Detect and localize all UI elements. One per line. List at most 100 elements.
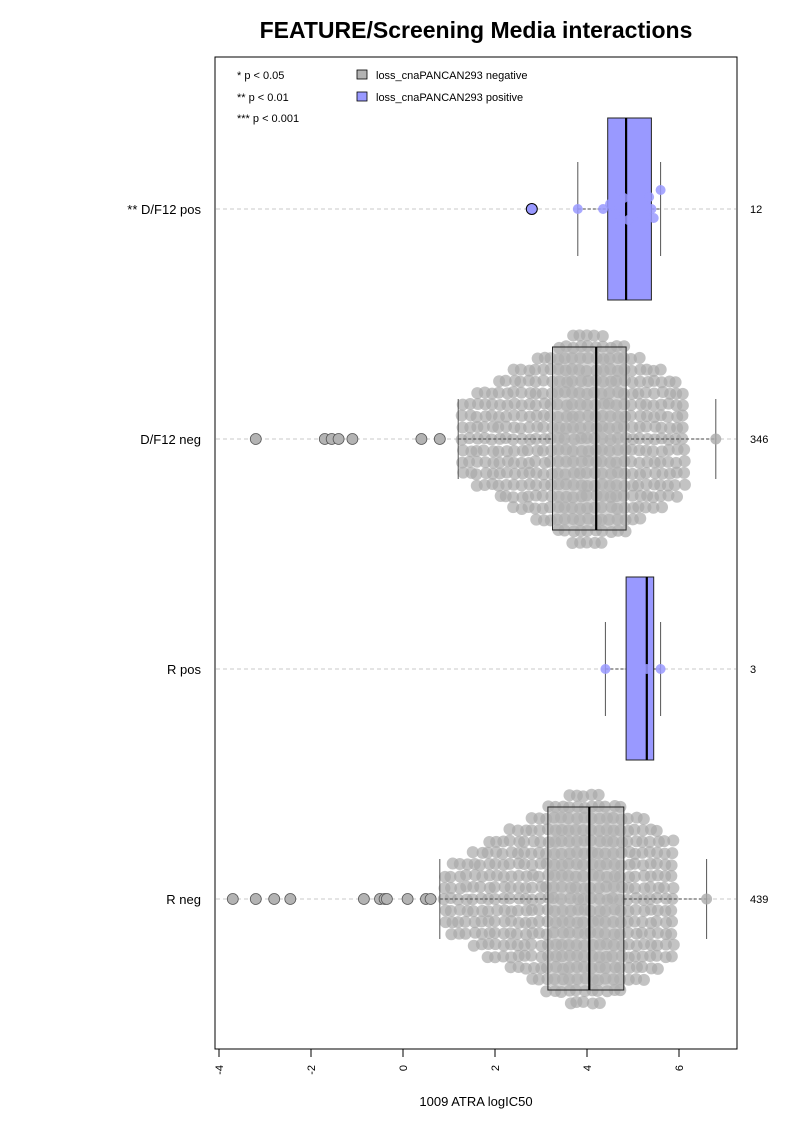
group-label: D/F12 neg [140,432,201,447]
legend-swatch-negative [356,69,368,80]
swarm-point [474,880,487,893]
swarm-point [669,376,682,389]
swarm-point [676,399,689,412]
group-label: R pos [167,662,201,677]
swarm-point [511,824,524,837]
swarm-point [445,882,458,895]
swarm-point [525,938,538,951]
swarm-point [536,489,549,502]
group-labels: ** D/F12 pos 12 D/F12 neg 346 R pos 3 R neg 439 [127,202,768,907]
chart-title: FEATURE/Screening Media interactions [260,17,693,43]
swarm-point [510,928,523,941]
swarm-point [470,468,483,481]
swarm-point [655,421,668,434]
swarm-point [488,881,501,894]
swarm-point [507,491,520,504]
group-count: 12 [750,204,762,216]
swarm-point [532,870,545,883]
sig-legend-2: ** p < 0.01 [237,92,289,104]
x-axis-label: 1009 ATRA logIC50 [419,1094,532,1109]
swarm-point [503,834,516,847]
swarm-point [658,835,671,848]
swarm-point [621,812,634,825]
swarm-point [654,363,667,376]
data-point [655,664,666,674]
swarm-point [650,915,663,928]
swarm-point [629,903,642,916]
swarm-point [666,847,679,860]
data-point [572,204,583,214]
group-count: 3 [750,664,756,676]
outlier-point [332,433,345,445]
swarm-point [473,859,486,872]
swarm-point [466,846,479,859]
group-label: R neg [166,892,201,907]
swarm-point [496,847,509,860]
data-points [226,185,722,905]
swarm-point [518,835,531,848]
swarm-point [651,962,664,975]
swarm-point [666,915,679,928]
swarm-point [646,445,659,458]
max-point [701,893,713,905]
swarm-point [481,846,494,859]
swarm-point [532,903,545,916]
x-tick-label: 2 [490,1065,502,1071]
swarm-point [521,444,534,457]
swarm-point [662,443,675,456]
swarm-point [658,881,671,894]
swarm-point [665,869,678,882]
outlier-point [346,433,359,445]
swarm-point [444,870,457,883]
swarm-point [625,364,638,377]
swarm-point [678,466,691,479]
x-tick-label: 4 [582,1065,594,1071]
box-iqr [552,346,627,531]
swarm-point [533,915,546,928]
box-iqr [625,576,655,761]
swarm-point [451,893,464,906]
swarm-point [640,420,653,433]
max-point [710,433,722,445]
x-tick-label: 6 [674,1065,686,1071]
significance-legend: * p < 0.05 ** p < 0.01 *** p < 0.001 [237,70,299,125]
swarm-point [676,421,689,434]
swarm-point [488,926,501,939]
legend-label-negative: loss_cnaPANCAN293 negative [376,70,527,82]
swarm-point [506,433,519,446]
swarm-point [676,409,689,422]
swarm-point [577,995,590,1008]
outlier-point [249,433,262,445]
swarm-point [643,835,656,848]
swarm-point [488,915,501,928]
data-point [628,210,638,220]
swarm-point [530,479,543,492]
swarm-point [678,443,691,456]
outlier-point [268,893,281,905]
swarm-point [670,490,683,503]
swarm-point [525,949,538,962]
swarm-point [667,834,680,847]
swarm-point [676,387,689,400]
data-point [600,664,611,674]
swarm-point [444,905,457,918]
swarm-point [529,455,542,468]
swarm-point [595,536,608,549]
swarm-point [667,881,680,894]
swarm-point [661,410,674,423]
swarm-point [637,973,650,986]
swarm-point [644,881,657,894]
group-count: 346 [750,434,768,446]
swarm-point [526,881,539,894]
swarm-point [492,445,505,458]
swarm-point [633,351,646,364]
swarm-point [666,892,679,905]
swarm-point [636,961,649,974]
data-point [605,199,615,209]
swarm-point [665,928,678,941]
swarm-point [650,892,663,905]
data-point [618,193,629,203]
outlier-point [380,893,393,905]
swarm-point [492,386,505,399]
